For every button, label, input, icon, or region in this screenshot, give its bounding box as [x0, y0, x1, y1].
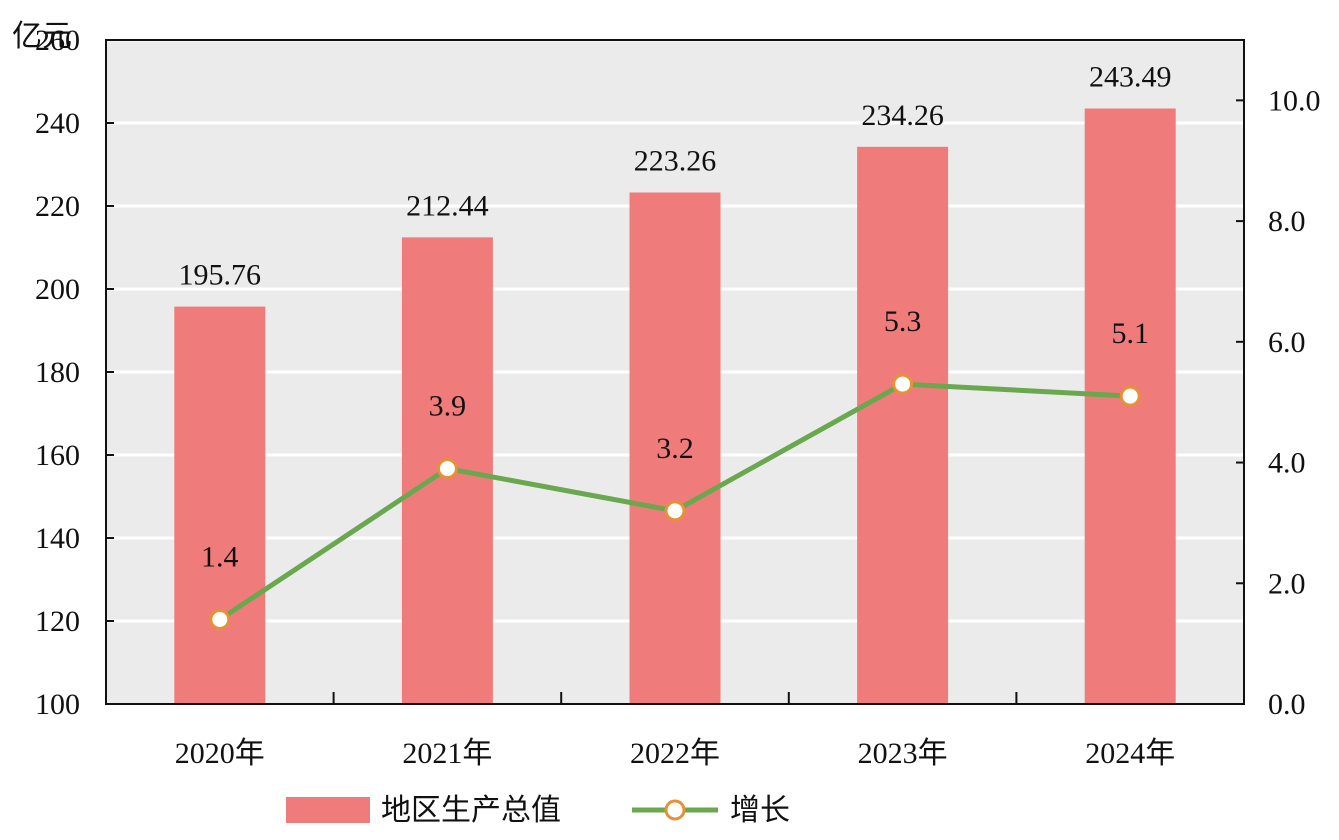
x-tick-label: 2024年 [1085, 737, 1175, 770]
legend-swatch-bar [286, 797, 370, 823]
growth-marker [209, 608, 231, 630]
bar-value-label: 195.76 [179, 259, 262, 292]
bar-value-label: 212.44 [406, 189, 489, 222]
right-tick-label: 4.0 [1268, 447, 1306, 480]
right-tick-label: 2.0 [1268, 567, 1306, 600]
line-value-label: 5.3 [884, 305, 922, 338]
x-tick-label: 2020年 [175, 737, 265, 770]
right-tick-label: 6.0 [1268, 326, 1306, 359]
bar-value-label: 234.26 [861, 99, 944, 132]
y-unit-label: 亿元 [12, 20, 72, 53]
growth-marker [892, 373, 914, 395]
legend-swatch-marker [664, 799, 686, 821]
legend: 地区生产总值 增长 [286, 794, 790, 827]
line-value-label: 5.1 [1111, 317, 1149, 350]
right-tick-label: 8.0 [1268, 205, 1306, 238]
left-tick-label: 180 [35, 356, 80, 389]
bar-value-label: 243.49 [1089, 61, 1172, 94]
x-tick-label: 2023年 [858, 737, 948, 770]
x-tick-label: 2021年 [402, 737, 492, 770]
left-tick-label: 260 [35, 24, 80, 57]
bar-value-label: 223.26 [634, 144, 717, 177]
right-tick-label: 10.0 [1268, 84, 1321, 117]
growth-marker [664, 500, 686, 522]
line-series [209, 373, 1141, 630]
bar [857, 146, 949, 705]
left-tick-label: 200 [35, 273, 80, 306]
bar [174, 306, 266, 704]
line-value-label: 3.2 [656, 432, 694, 465]
legend-label-line: 增长 [730, 794, 790, 827]
left-tick-label: 220 [35, 190, 80, 223]
right-y-axis: 0.0 2.0 4.0 6.0 8.0 10.0 [1236, 84, 1321, 721]
left-tick-label: 160 [35, 439, 80, 472]
growth-marker [436, 458, 458, 480]
bar [629, 192, 721, 704]
legend-label-bar: 地区生产总值 [381, 794, 561, 827]
right-tick-label: 0.0 [1268, 688, 1306, 721]
left-tick-label: 100 [35, 688, 80, 721]
line-value-label: 1.4 [201, 540, 239, 573]
left-y-axis: 100 120 140 160 180 200 220 240 260 [35, 24, 114, 721]
line-value-label: 3.9 [429, 390, 467, 423]
x-axis: 2020年 2021年 2022年 2023年 2024年 [175, 692, 1175, 770]
line-value-labels: 1.4 3.9 3.2 5.3 5.1 [201, 305, 1149, 573]
left-tick-label: 140 [35, 522, 80, 555]
left-tick-label: 120 [35, 605, 80, 638]
bar-value-labels: 195.76 212.44 223.26 234.26 243.49 [179, 61, 1172, 292]
x-tick-label: 2022年 [630, 737, 720, 770]
left-tick-label: 240 [35, 107, 80, 140]
growth-marker [1119, 385, 1141, 407]
